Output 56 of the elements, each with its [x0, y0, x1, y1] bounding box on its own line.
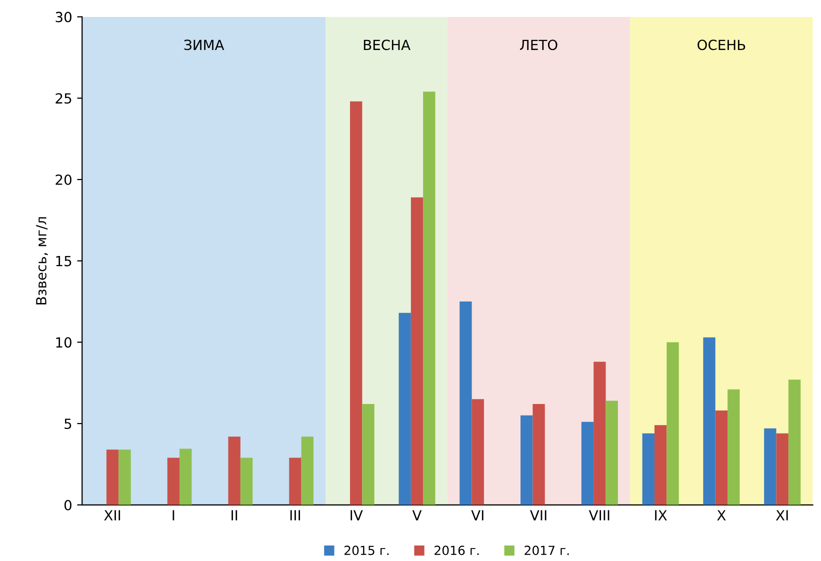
legend-label: 2016 г. [434, 546, 479, 556]
bar [118, 450, 131, 505]
bar [240, 458, 253, 505]
bar [460, 302, 472, 505]
legend-label: 2017 г. [524, 546, 569, 556]
bar [594, 362, 606, 505]
bar [776, 433, 788, 505]
bar [167, 458, 180, 505]
x-tick-label: VI [471, 510, 484, 520]
y-tick-label: 15 [56, 256, 72, 266]
x-tick-label: III [290, 510, 300, 520]
bar [289, 458, 302, 505]
y-tick-label: 20 [56, 174, 72, 185]
bar [106, 450, 119, 505]
bar [423, 92, 436, 505]
bar [654, 425, 667, 505]
band-label: ЛЕТО [520, 40, 558, 50]
y-tick-label: 10 [56, 337, 72, 348]
x-tick-label: X [717, 510, 726, 520]
bar [728, 389, 740, 505]
y-tick-label: 30 [56, 12, 72, 22]
legend-label: 2015 г. [344, 546, 389, 556]
x-tick-label: IX [655, 510, 667, 520]
bar [350, 101, 362, 505]
x-tick-label: VIII [588, 510, 610, 520]
band-label: ЗИМА [184, 40, 224, 50]
bar [180, 448, 192, 505]
x-tick-label: XI [776, 510, 788, 520]
band-label: ВЕСНА [364, 40, 410, 50]
x-tick-label: VII [530, 510, 546, 520]
bar [715, 410, 728, 505]
bar [228, 436, 240, 505]
bar [472, 399, 484, 505]
x-tick-label: II [232, 510, 238, 520]
bar [606, 400, 618, 505]
bar [642, 433, 654, 505]
y-tick-label: 25 [56, 93, 72, 104]
y-axis-title: Взвесь, мг/л [36, 217, 48, 304]
bar [301, 436, 314, 505]
y-tick-label: 0 [64, 500, 72, 510]
bar [362, 404, 374, 505]
bar [764, 428, 776, 505]
bar [410, 197, 424, 505]
bar [703, 337, 716, 505]
x-tick-label: IV [350, 510, 363, 520]
x-tick-label: I [172, 510, 174, 520]
band-label: ОСЕНЬ [698, 40, 746, 50]
bar [581, 422, 594, 505]
y-tick-label: 5 [64, 418, 72, 430]
bar [520, 415, 533, 505]
bar [398, 312, 411, 505]
bar [532, 404, 545, 505]
x-tick-label: XII [104, 510, 120, 520]
bar [666, 342, 679, 505]
bar [788, 380, 801, 505]
x-tick-label: V [412, 510, 422, 520]
